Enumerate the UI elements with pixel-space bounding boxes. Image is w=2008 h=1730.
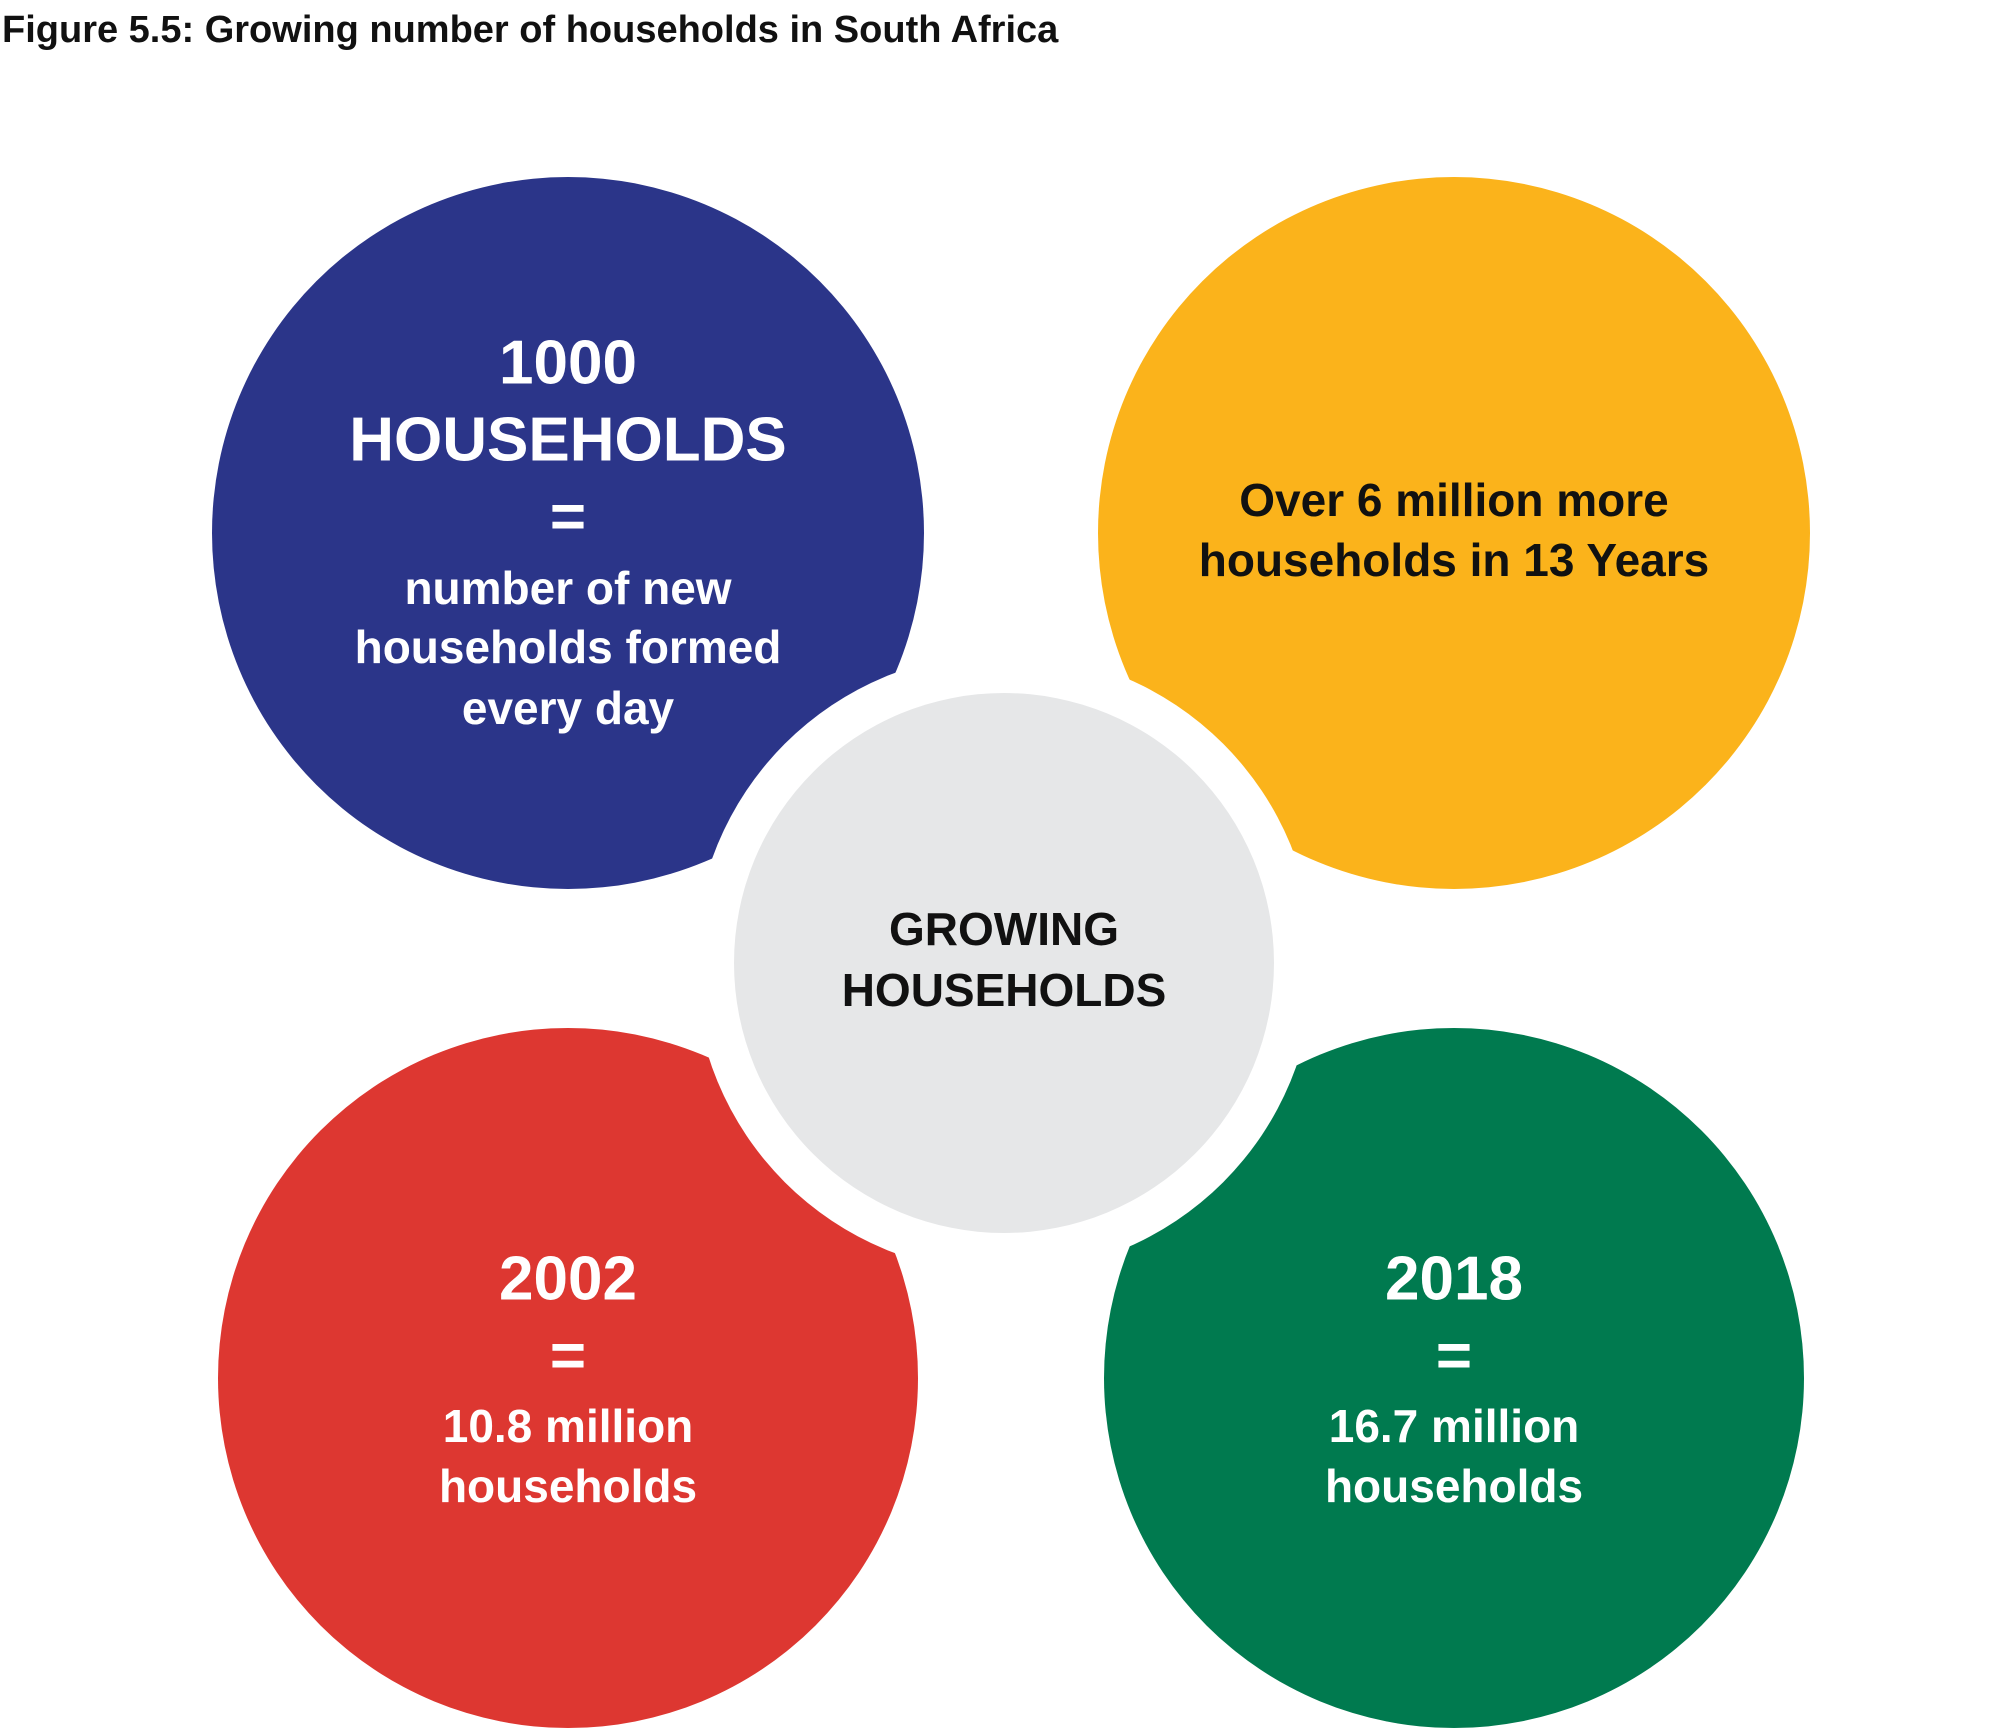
circle-text: households in 13 Years (1199, 534, 1709, 586)
circle-text: households (1325, 1460, 1583, 1512)
green-circle (1104, 1028, 1804, 1728)
circle-equals: = (550, 1321, 586, 1390)
circle-heading: 2002 (499, 1244, 637, 1313)
circle-equals: = (1436, 1321, 1472, 1390)
circle-text: every day (462, 682, 675, 734)
center-label: HOUSEHOLDS (842, 964, 1167, 1016)
circle-text: households formed (355, 621, 782, 673)
circle-text: Over 6 million more (1239, 474, 1668, 526)
figure-title: Figure 5.5: Growing number of households… (2, 9, 1059, 51)
center-label: GROWING (889, 903, 1119, 955)
circle-heading: 1000 (499, 328, 637, 397)
circle-text: 10.8 million (443, 1400, 694, 1452)
blue-circle (212, 177, 924, 889)
circle-equals: = (550, 482, 586, 551)
circle-heading: HOUSEHOLDS (349, 405, 786, 474)
center-circle (734, 693, 1274, 1233)
circle-text: 16.7 million (1329, 1400, 1580, 1452)
circle-text: households (439, 1460, 697, 1512)
red-circle (218, 1028, 918, 1728)
circle-heading: 2018 (1385, 1244, 1523, 1313)
circle-text: number of new (404, 562, 731, 614)
yellow-circle (1098, 177, 1810, 889)
